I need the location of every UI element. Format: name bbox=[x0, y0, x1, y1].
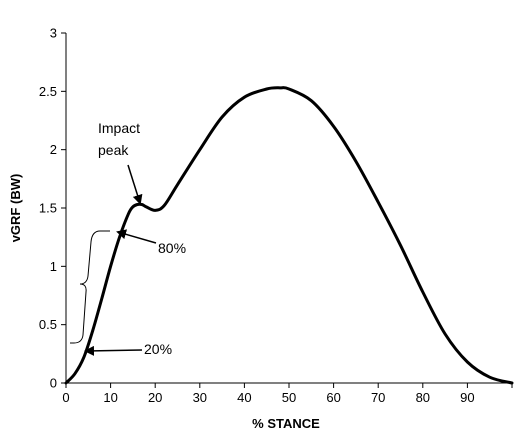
range-brace bbox=[70, 230, 110, 344]
x-tick-label: 60 bbox=[326, 390, 340, 405]
twenty-percent-annotation: 20% bbox=[84, 341, 172, 357]
y-tick-label: 2.5 bbox=[39, 84, 57, 99]
twenty-percent-arrow bbox=[84, 345, 143, 356]
impact-peak-arrow bbox=[127, 164, 143, 205]
x-tick-label: 80 bbox=[416, 390, 430, 405]
x-tick-label: 90 bbox=[460, 390, 474, 405]
y-tick-label: 0 bbox=[50, 376, 57, 391]
x-tick-label: 70 bbox=[371, 390, 385, 405]
x-tick-label: 10 bbox=[103, 390, 117, 405]
y-tick-label: 2 bbox=[50, 142, 57, 157]
twenty-percent-label: 20% bbox=[144, 341, 172, 357]
x-tick-label: 0 bbox=[62, 390, 69, 405]
series-line bbox=[64, 86, 514, 385]
y-tick-label: 3 bbox=[50, 26, 57, 41]
eighty-percent-annotation: 80% bbox=[116, 229, 186, 256]
y-axis-title: vGRF (BW) bbox=[8, 174, 23, 243]
x-axis-title: % STANCE bbox=[252, 416, 320, 431]
impact-peak-annotation: Impact peak bbox=[98, 120, 143, 205]
y-tick-label: 1.5 bbox=[39, 201, 57, 216]
impact-peak-label-line2: peak bbox=[98, 142, 129, 158]
y-ticks: 0 0.5 1 1.5 2 2.5 3 bbox=[39, 26, 66, 391]
x-tick-label: 50 bbox=[282, 390, 296, 405]
x-tick-label: 40 bbox=[237, 390, 251, 405]
x-tick-label: 20 bbox=[148, 390, 162, 405]
annotations: Impact peak 80% 20% bbox=[70, 120, 186, 357]
y-tick-label: 1 bbox=[50, 259, 57, 274]
x-ticks: 0 10 20 30 40 50 60 70 80 90 bbox=[62, 383, 513, 405]
y-tick-label: 0.5 bbox=[39, 317, 57, 332]
eighty-percent-arrow bbox=[116, 229, 157, 244]
x-tick-label: 30 bbox=[193, 390, 207, 405]
eighty-percent-label: 80% bbox=[158, 240, 186, 256]
impact-peak-label-line1: Impact bbox=[98, 120, 140, 136]
